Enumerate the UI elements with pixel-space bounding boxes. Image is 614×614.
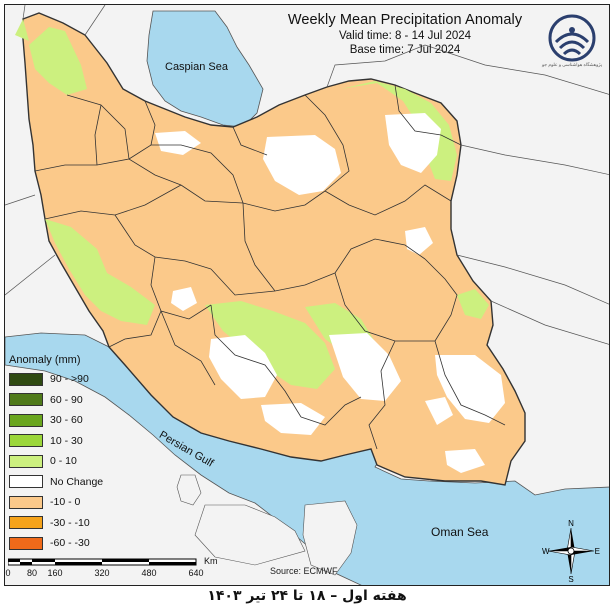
legend-item: 60 - 90 [9, 390, 133, 411]
logo-caption: پژوهشگاه هواشناسی و علوم جو [541, 62, 603, 67]
compass-w: W [542, 547, 550, 556]
compass-e: E [595, 547, 600, 556]
legend-item: 90 - >90 [9, 369, 133, 390]
legend-item: -30 - -10 [9, 513, 133, 534]
no-change-areas [155, 113, 505, 473]
scale-unit: Km [204, 556, 218, 566]
map-title: Weekly Mean Precipitation Anomaly [287, 12, 523, 28]
scale-bar-graphic [7, 558, 197, 566]
logo-icon [548, 14, 596, 62]
legend-label: 30 - 60 [50, 414, 83, 427]
caspian-sea [146, 10, 264, 128]
legend-swatch [9, 475, 43, 489]
legend-item: 30 - 60 [9, 410, 133, 431]
title-block: Weekly Mean Precipitation Anomaly Valid … [250, 12, 560, 56]
legend-swatch [9, 536, 43, 550]
caspian-sea-label: Caspian Sea [165, 61, 228, 73]
valid-time: Valid time: 8 - 14 Jul 2024 [338, 30, 472, 42]
legend-swatch [9, 516, 43, 530]
compass-icon: N S W E [542, 520, 600, 582]
legend-label: 60 - 90 [50, 393, 83, 406]
legend-item: -10 - 0 [9, 492, 133, 513]
legend-swatch [9, 393, 43, 407]
scale-tick: 640 [188, 568, 204, 578]
legend-label: 90 - >90 [50, 373, 89, 386]
footer-caption: هفته اول – ۱۸ تا ۲۴ تیر ۱۴۰۳ [207, 588, 407, 604]
scale-tick: 160 [47, 568, 63, 578]
neighbour-borders [5, 5, 609, 345]
legend-swatch [9, 495, 43, 509]
legend-label: No Change [50, 475, 104, 488]
legend-label: 0 - 10 [50, 455, 77, 468]
legend-item: No Change [9, 472, 133, 493]
compass-s: S [568, 575, 573, 582]
scale-tick: 0 [5, 568, 11, 578]
scale-bar: 0 80 160 320 480 640 Km [5, 556, 217, 582]
legend: Anomaly (mm) 90 - >90 60 - 90 30 - 60 10 - … [9, 354, 133, 554]
legend-rows: 90 - >90 60 - 90 30 - 60 10 - 30 0 - 10 No Ch… [9, 369, 133, 554]
legend-label: 10 - 30 [50, 434, 83, 447]
legend-label: -60 - -30 [50, 537, 90, 550]
scale-tick: 320 [94, 568, 110, 578]
oman-sea-label: Oman Sea [431, 525, 489, 539]
scale-tick: 480 [141, 568, 157, 578]
scale-tick: 80 [26, 568, 38, 578]
province-borders [34, 84, 506, 450]
legend-swatch [9, 413, 43, 427]
legend-item: 0 - 10 [9, 451, 133, 472]
map-frame: Caspian Sea Persian Gulf Oman Sea [4, 4, 610, 586]
compass-n: N [568, 520, 574, 528]
legend-label: -10 - 0 [50, 496, 81, 509]
qatar-peninsula [176, 474, 202, 506]
map-canvas [5, 5, 609, 585]
legend-item: -60 - -30 [9, 533, 133, 554]
legend-item: 10 - 30 [9, 431, 133, 452]
legend-label: -30 - -10 [50, 516, 90, 529]
uae-coast [194, 504, 306, 566]
source-credit: Source: ECMWF [270, 566, 338, 576]
oman-land [302, 500, 358, 576]
legend-swatch [9, 434, 43, 448]
base-time: Base time: 7 Jul 2024 [349, 44, 461, 56]
legend-swatch [9, 372, 43, 386]
legend-swatch [9, 454, 43, 468]
legend-title: Anomaly (mm) [9, 354, 81, 366]
